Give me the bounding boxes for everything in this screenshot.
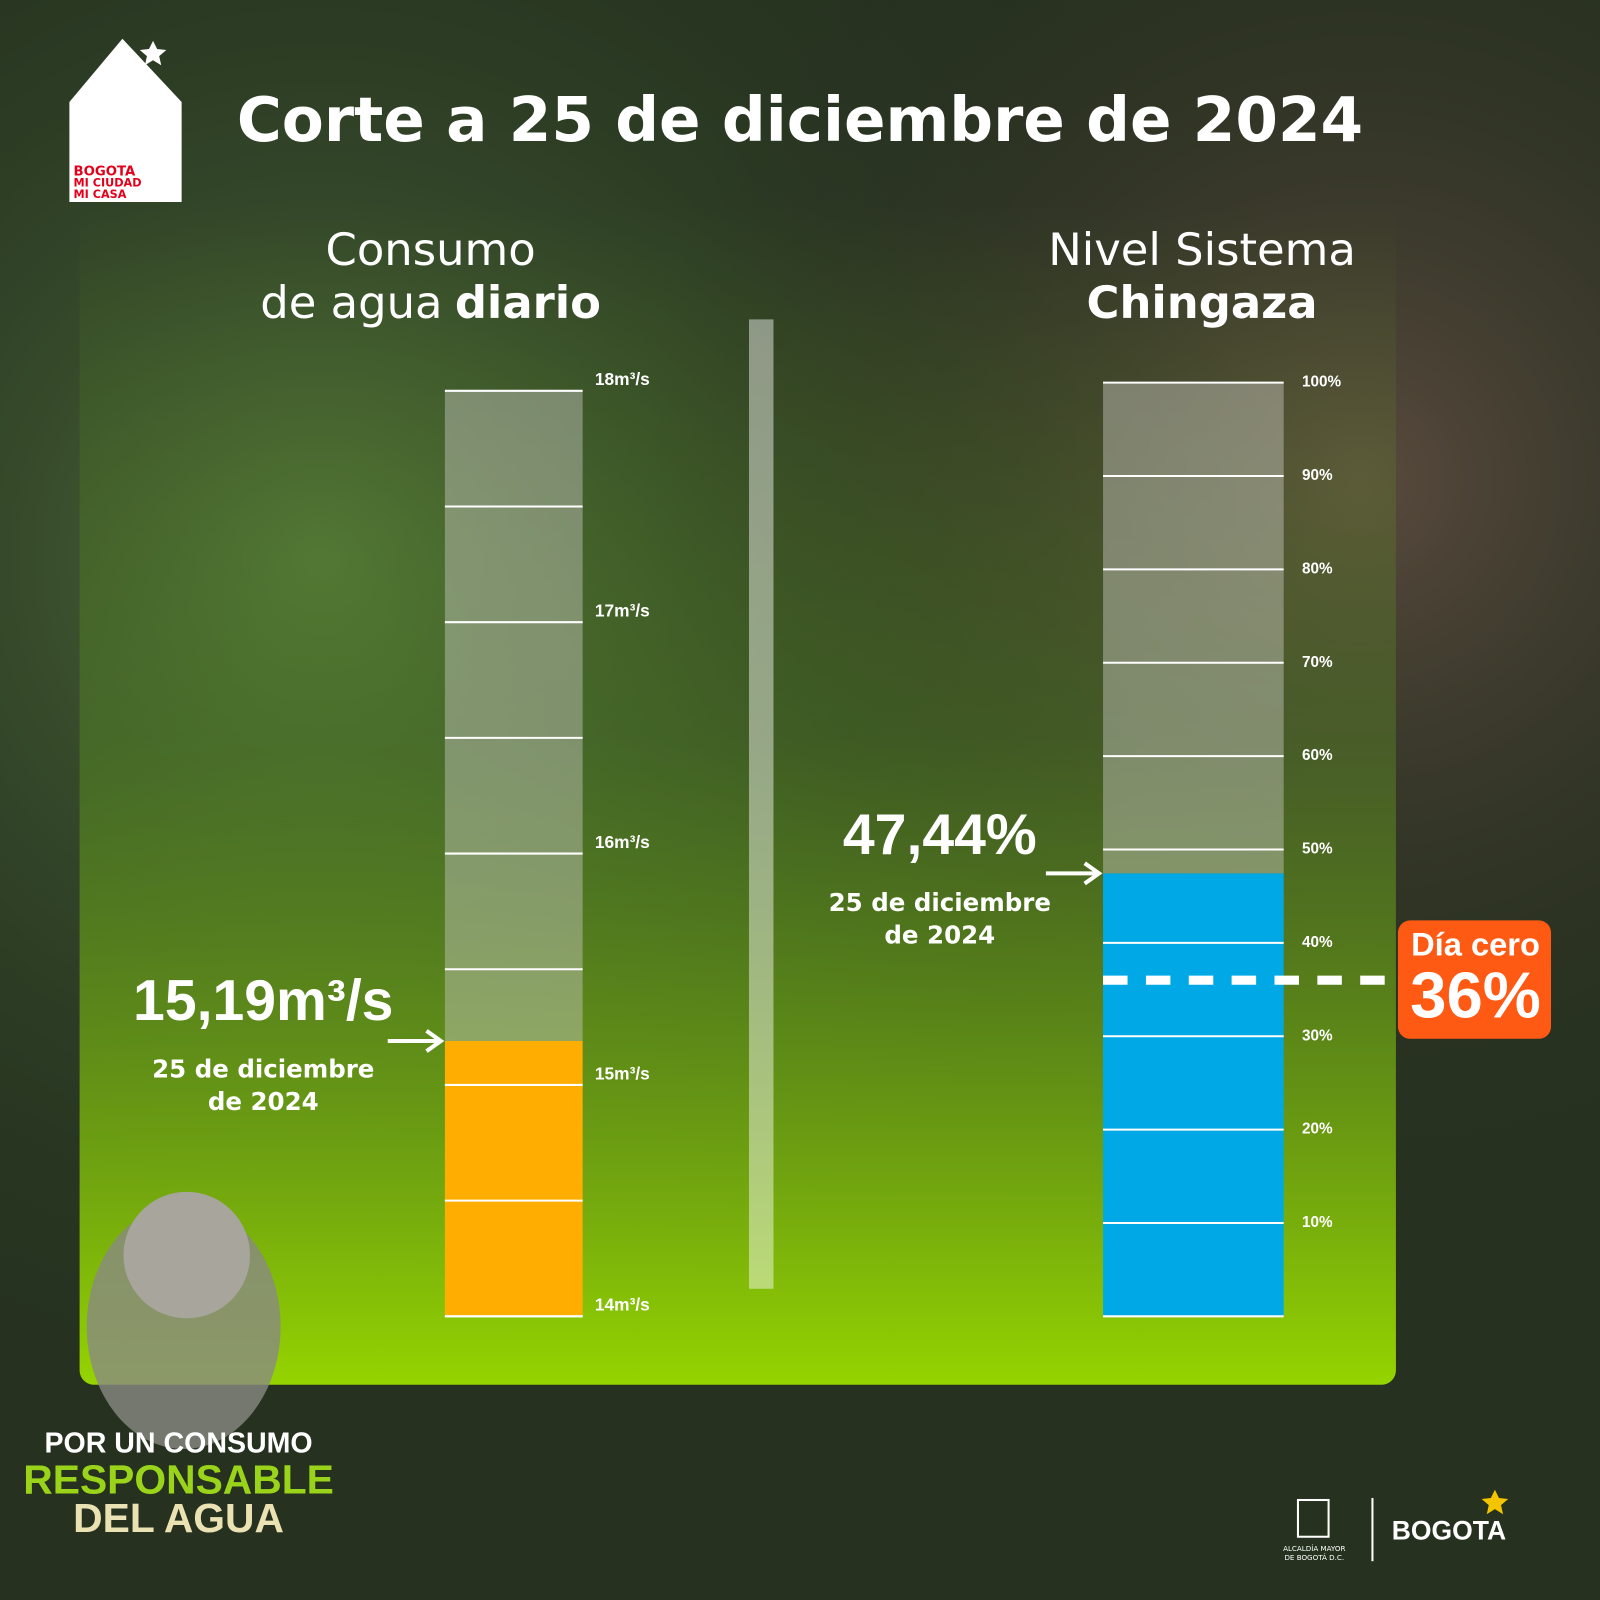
gauge-empty [1103, 382, 1284, 874]
y-tick-label: 10% [1302, 1214, 1333, 1231]
gauge-empty [444, 390, 583, 1041]
logo: BOGOTA MI CIUDAD MI CASA [69, 38, 182, 203]
logo-house [69, 38, 182, 203]
threshold-label: Día cero [1411, 926, 1540, 963]
chart-title: Nivel Sistema [1048, 223, 1356, 276]
arrow [387, 1029, 445, 1053]
y-tick-label: 70% [1302, 654, 1333, 671]
logo-star [139, 40, 167, 66]
mascot-head [123, 1191, 250, 1319]
annotation: 25 de diciembre [829, 888, 1051, 917]
panel [79, 204, 1396, 1385]
annotation: 25 de diciembre [152, 1054, 374, 1083]
y-tick-label: 20% [1302, 1121, 1333, 1138]
divider [748, 319, 774, 1289]
value-label: 15,19m³/s [133, 969, 393, 1033]
slogan: POR UN CONSUMO [44, 1427, 312, 1459]
gauge-fill [444, 1040, 583, 1317]
institution: DE BOGOTÁ D.C. [1284, 1553, 1344, 1562]
y-tick-label: 15m³/s [595, 1063, 650, 1083]
y-tick-label: 17m³/s [595, 601, 650, 621]
brand: BOGOTA [1392, 1516, 1506, 1546]
y-tick-label: 80% [1302, 560, 1333, 577]
y-tick-label: 14m³/s [595, 1295, 650, 1315]
y-tick-label: 30% [1302, 1027, 1333, 1044]
slogan: DEL AGUA [73, 1495, 284, 1541]
annotation: de 2024 [884, 921, 995, 950]
y-tick-label: 40% [1302, 934, 1333, 951]
chart-title-part: diario [455, 276, 601, 329]
chart-title-part: de agua [260, 276, 442, 329]
y-tick-label: 16m³/s [595, 832, 650, 852]
threshold-badge [1397, 920, 1552, 1039]
logo-text: MI CASA [73, 188, 126, 201]
y-tick-label: 90% [1302, 467, 1333, 484]
y-tick-label: 50% [1302, 841, 1333, 858]
chart-title: de agua diario [260, 276, 601, 329]
chart-title-part: Chingaza [1087, 276, 1318, 329]
value-label: 47,44% [843, 803, 1037, 867]
annotation: de 2024 [208, 1087, 319, 1116]
threshold-value: 36% [1410, 958, 1541, 1031]
institution: ALCALDÍA MAYOR [1283, 1544, 1345, 1553]
gauge-fill [1103, 873, 1284, 1317]
chart-title: Chingaza [1087, 276, 1318, 329]
chart-title: Consumo [325, 223, 535, 276]
slogan: RESPONSABLE [23, 1456, 334, 1502]
mascot [86, 1191, 281, 1449]
y-tick-label: 18m³/s [595, 369, 650, 389]
arrow [1045, 861, 1103, 886]
logo-text: MI CIUDAD [73, 177, 141, 190]
y-tick-label: 100% [1302, 374, 1342, 391]
brand-star [1481, 1489, 1509, 1515]
logo-text: BOGOTA [73, 164, 136, 179]
page-title: Corte a 25 de diciembre de 2024 [237, 85, 1363, 156]
y-tick-label: 60% [1302, 747, 1333, 764]
crest [1296, 1498, 1330, 1538]
